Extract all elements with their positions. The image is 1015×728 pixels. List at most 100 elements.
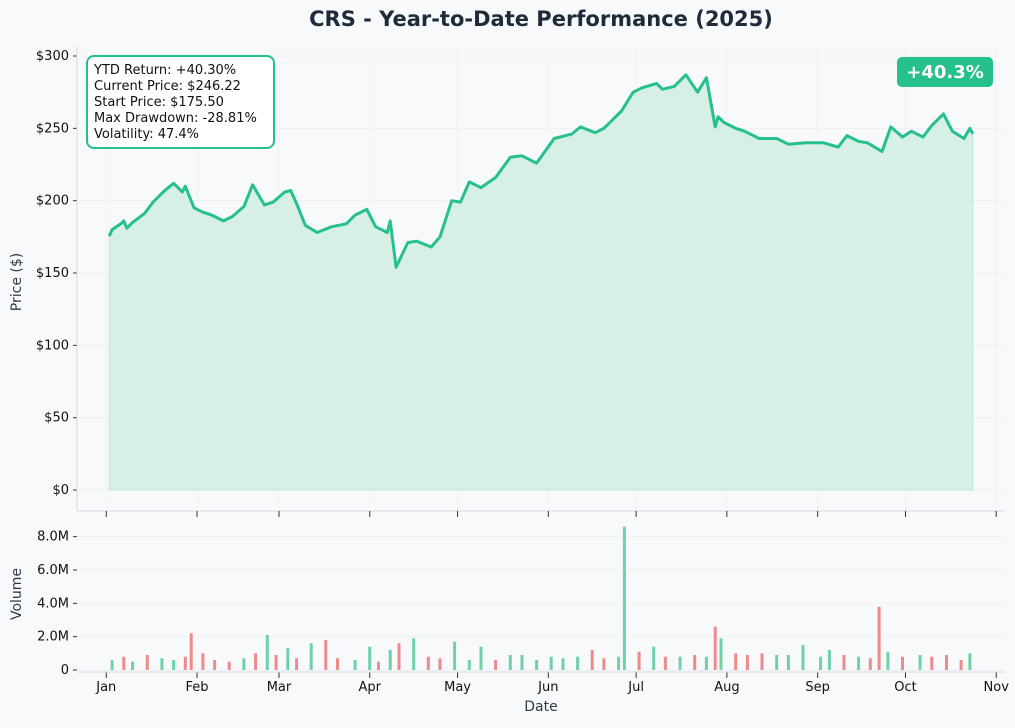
price-y-tick-label: $150 xyxy=(36,266,69,281)
volume-bar xyxy=(760,653,764,670)
volume-bar xyxy=(353,660,357,670)
stat-start-price: Start Price: $175.50 xyxy=(94,95,224,110)
stat-current-price: Current Price: $246.22 xyxy=(94,79,241,94)
x-tick-label: Mar xyxy=(267,680,292,695)
volume-bar xyxy=(467,660,471,670)
x-tick-label: Aug xyxy=(714,680,739,695)
price-y-tick-label: $250 xyxy=(36,121,69,136)
volume-bar xyxy=(242,658,246,670)
volume-bar xyxy=(286,648,290,670)
volume-bar xyxy=(309,643,313,670)
volume-bar xyxy=(549,656,553,670)
volume-bar xyxy=(520,655,524,670)
price-y-axis-label: Price ($) xyxy=(9,253,25,311)
x-tick-label: Feb xyxy=(186,680,209,695)
volume-bar xyxy=(968,653,972,670)
stat-max-drawdown: Max Drawdown: -28.81% xyxy=(94,111,257,126)
volume-bar xyxy=(110,660,114,670)
volume-bar xyxy=(857,656,861,670)
volume-bar xyxy=(412,638,416,670)
volume-bar xyxy=(678,656,682,670)
volume-bar xyxy=(842,655,846,670)
volume-bar xyxy=(868,658,872,670)
volume-bar xyxy=(622,526,626,670)
volume-bar xyxy=(945,655,948,670)
volume-bars xyxy=(110,526,972,670)
price-y-tick-label: $200 xyxy=(36,194,69,209)
x-tick-label: Oct xyxy=(894,680,916,695)
volume-y-tick-label: 0 xyxy=(61,663,69,678)
volume-bar xyxy=(201,653,205,670)
volume-bar xyxy=(213,660,217,670)
x-tick-label: May xyxy=(444,680,471,695)
volume-bar xyxy=(160,658,164,670)
volume-bar xyxy=(397,643,401,670)
volume-y-axis-label: Volume xyxy=(9,568,25,620)
volume-y-ticks: 0 2.0M 4.0M 6.0M 8.0M xyxy=(37,530,77,678)
volume-panel: 0 2.0M 4.0M 6.0M 8.0M Jan Feb Mar Apr May Jun Jul A… xyxy=(9,511,1009,715)
volume-bar xyxy=(930,656,934,670)
volume-bar xyxy=(438,658,442,670)
volume-bar xyxy=(901,656,904,670)
price-y-ticks: $0 $50 $100 $150 $200 $250 $300 xyxy=(36,49,77,498)
volume-bar xyxy=(494,660,498,670)
volume-bar xyxy=(479,646,483,670)
stat-ytd-return: YTD Return: +40.30% xyxy=(93,63,236,78)
volume-bar xyxy=(617,656,621,670)
volume-bar xyxy=(377,661,380,670)
stats-box: YTD Return: +40.30% Current Price: $246.… xyxy=(86,55,275,149)
volume-bar xyxy=(959,660,963,670)
volume-bar xyxy=(827,650,831,670)
chart-title: CRS - Year-to-Date Performance (2025) xyxy=(309,7,773,31)
volume-bar xyxy=(388,650,392,670)
volume-y-tick-label: 4.0M xyxy=(37,596,69,611)
x-tick-label: Nov xyxy=(984,680,1010,695)
volume-bar xyxy=(719,638,723,670)
volume-bar xyxy=(122,656,126,670)
volume-bar xyxy=(590,650,594,670)
volume-bar xyxy=(602,658,606,670)
volume-bar xyxy=(713,626,717,670)
volume-bar xyxy=(819,656,823,670)
volume-bar xyxy=(426,656,430,670)
volume-bar xyxy=(786,655,790,670)
volume-bar xyxy=(508,655,512,670)
volume-bar xyxy=(227,661,231,670)
volume-bar xyxy=(734,653,738,670)
price-line xyxy=(107,73,975,269)
volume-bar xyxy=(368,646,372,670)
volume-y-tick-label: 2.0M xyxy=(37,630,69,645)
price-y-tick-label: $0 xyxy=(52,483,69,498)
price-y-tick-label: $100 xyxy=(36,338,69,353)
price-panel: $0 $50 $100 $150 $200 $250 $300 Price ($) YTD … xyxy=(9,46,1005,512)
volume-bar xyxy=(274,655,278,670)
volume-bar xyxy=(295,658,299,670)
volume-bar xyxy=(131,661,135,670)
volume-bar xyxy=(189,633,193,670)
volume-grid xyxy=(77,536,1005,671)
volume-bar xyxy=(145,655,149,670)
volume-bar xyxy=(652,646,656,670)
volume-bar xyxy=(704,656,708,670)
volume-bar xyxy=(336,658,339,670)
price-y-tick-label: $50 xyxy=(44,411,69,426)
volume-bar xyxy=(918,655,922,670)
x-axis-label: Date xyxy=(524,699,557,715)
volume-bar xyxy=(453,641,457,670)
volume-bar xyxy=(183,656,187,670)
volume-bar xyxy=(324,640,328,670)
x-tick-label: Jun xyxy=(537,680,558,695)
price-y-tick-label: $300 xyxy=(36,49,69,64)
volume-bar xyxy=(663,656,667,670)
ytd-badge-text: +40.3% xyxy=(906,62,984,83)
ytd-badge: +40.3% xyxy=(897,57,993,87)
x-tick-label: Jan xyxy=(95,680,116,695)
volume-bar xyxy=(535,660,539,670)
stats-box-frame xyxy=(86,55,275,149)
volume-x-ticks: Jan Feb Mar Apr May Jun Jul Aug Sep Oct Nov xyxy=(95,511,1009,695)
volume-bar xyxy=(801,645,805,670)
volume-bar xyxy=(745,655,749,670)
volume-bar xyxy=(693,655,697,670)
